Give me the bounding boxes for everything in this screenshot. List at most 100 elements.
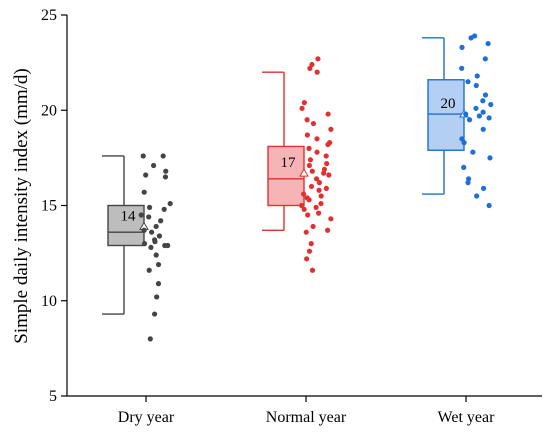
data-point <box>146 214 152 220</box>
data-point <box>309 267 316 273</box>
data-point <box>146 267 152 273</box>
box <box>107 204 145 247</box>
data-point <box>316 180 322 186</box>
data-point <box>318 200 324 207</box>
data-point <box>158 218 164 224</box>
mean-marker <box>299 168 309 177</box>
data-point <box>146 204 153 211</box>
data-point <box>147 336 153 342</box>
x-tick-label: Dry year <box>118 409 175 426</box>
data-point <box>308 183 315 190</box>
y-tick-label: 5 <box>49 388 57 405</box>
data-point <box>304 117 310 123</box>
data-point <box>316 187 322 193</box>
data-point <box>482 56 488 62</box>
data-point <box>314 136 320 142</box>
data-point <box>154 294 160 300</box>
mean-label: 20 <box>441 96 456 112</box>
data-point <box>141 227 147 233</box>
data-point <box>167 200 173 207</box>
data-point <box>487 155 493 161</box>
data-point <box>474 73 480 79</box>
data-point <box>160 153 166 159</box>
x-tick-label: Wet year <box>438 409 496 426</box>
data-point <box>310 223 316 230</box>
data-point <box>323 153 329 159</box>
data-point <box>480 185 487 191</box>
y-axis-title: Simple daily intensity index (mm/d) <box>11 68 32 343</box>
data-point <box>162 174 169 180</box>
data-point <box>463 111 469 117</box>
data-point <box>465 180 471 186</box>
x-tick-label: Normal year <box>266 409 347 426</box>
data-point <box>313 204 319 211</box>
data-point <box>459 136 465 142</box>
data-point <box>306 197 312 203</box>
data-point <box>485 40 491 47</box>
data-point <box>306 145 312 151</box>
data-point <box>314 69 320 75</box>
data-point <box>473 82 479 89</box>
data-point <box>324 160 330 167</box>
mean-label: 14 <box>121 208 137 224</box>
series-dry-year: 14 <box>102 153 173 342</box>
data-point <box>307 65 313 71</box>
data-point <box>304 256 310 262</box>
mean-label: 17 <box>281 155 297 171</box>
y-tick-label: 10 <box>41 293 57 310</box>
data-point <box>315 56 321 62</box>
y-tick-label: 20 <box>41 102 57 119</box>
data-point <box>156 233 163 239</box>
data-point <box>470 149 476 155</box>
data-point <box>309 168 315 174</box>
data-point <box>325 227 331 233</box>
data-point <box>149 229 155 235</box>
data-point <box>473 105 479 111</box>
data-point <box>304 132 310 138</box>
data-point <box>155 261 162 268</box>
series-wet-year: 20 <box>422 33 494 209</box>
data-point <box>318 193 324 199</box>
data-point <box>155 281 162 287</box>
data-point <box>301 100 307 106</box>
y-tick-label: 25 <box>41 7 57 24</box>
data-point <box>305 212 311 218</box>
data-point <box>321 170 327 176</box>
data-point <box>301 191 307 197</box>
data-point <box>299 105 305 111</box>
data-point <box>306 248 313 254</box>
data-point <box>310 120 317 127</box>
data-point <box>301 206 307 212</box>
data-point <box>163 168 169 174</box>
data-point <box>152 239 158 245</box>
data-point <box>482 92 489 98</box>
data-point <box>466 176 472 182</box>
data-point <box>141 241 148 247</box>
data-point <box>153 252 159 258</box>
box <box>427 79 465 151</box>
data-point <box>326 172 332 178</box>
data-point <box>459 65 465 71</box>
data-point <box>161 206 167 212</box>
data-point <box>298 202 305 209</box>
data-point <box>308 241 314 247</box>
data-point <box>153 223 159 230</box>
data-point <box>314 149 320 155</box>
data-point <box>461 164 467 170</box>
data-point <box>488 101 494 108</box>
data-point <box>313 176 320 182</box>
data-point <box>323 185 329 191</box>
data-point <box>465 79 471 85</box>
data-point <box>143 172 149 178</box>
data-point <box>148 244 154 251</box>
series-normal-year: 17 <box>262 56 334 273</box>
plot-area: 14 17 20 <box>102 33 494 342</box>
data-point <box>307 157 314 163</box>
data-point <box>316 210 322 216</box>
data-point <box>468 35 474 41</box>
y-tick-label: 15 <box>41 198 57 215</box>
data-point <box>325 141 331 148</box>
axes: 5 10 15 20 25 Dry year Normal year Wet year <box>41 7 542 426</box>
data-point <box>480 98 486 104</box>
